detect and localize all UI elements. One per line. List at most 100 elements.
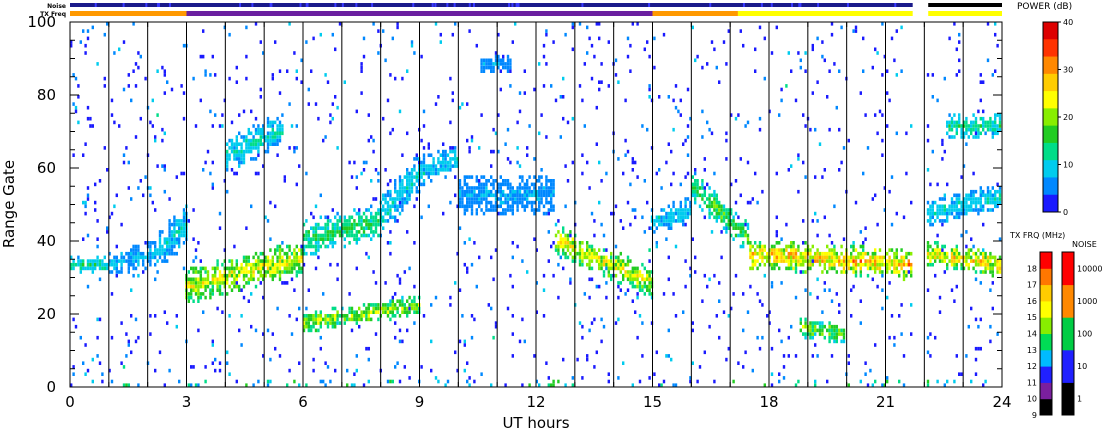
- echo-pixel: [101, 259, 104, 263]
- echo-pixel: [197, 241, 200, 245]
- echo-pixel: [902, 215, 906, 220]
- echo-pixel: [492, 186, 495, 190]
- echo-pixel: [979, 281, 982, 285]
- echo-pixel: [542, 189, 546, 194]
- echo-pixel: [883, 262, 886, 267]
- echo-pixel: [362, 303, 366, 307]
- echo-pixel: [564, 255, 567, 260]
- echo-pixel: [497, 204, 500, 209]
- echo-pixel: [929, 255, 932, 260]
- echo-pixel: [862, 255, 865, 260]
- echo-pixel: [792, 244, 795, 249]
- echo-pixel: [480, 186, 483, 190]
- echo-pixel: [511, 186, 514, 190]
- echo-pixel: [322, 237, 325, 241]
- echo-pixel: [458, 179, 462, 183]
- echo-pixel: [446, 160, 450, 165]
- echo-pixel: [192, 284, 195, 289]
- echo-pixel: [170, 251, 174, 256]
- echo-pixel: [168, 248, 171, 252]
- echo-pixel: [775, 259, 778, 263]
- x-tick-label: 18: [759, 393, 778, 411]
- y-tick-label: 40: [37, 232, 56, 250]
- echo-pixel: [115, 266, 118, 271]
- echo-pixel: [94, 200, 97, 205]
- echo-pixel: [660, 215, 663, 220]
- echo-pixel: [902, 259, 906, 263]
- echo-pixel: [482, 197, 486, 201]
- echo-pixel: [122, 160, 126, 165]
- echo-pixel: [823, 168, 826, 172]
- echo-pixel: [367, 306, 370, 311]
- echo-pixel: [446, 153, 450, 157]
- echo-pixel: [386, 204, 390, 209]
- echo-pixel: [218, 124, 222, 128]
- echo-pixel: [782, 248, 786, 252]
- echo-pixel: [953, 248, 956, 252]
- echo-pixel: [787, 255, 790, 260]
- echo-pixel: [439, 160, 442, 165]
- echo-pixel: [950, 255, 954, 260]
- power-colorbar-title: POWER (dB): [1017, 2, 1072, 12]
- echo-pixel: [398, 182, 402, 187]
- echo-pixel: [708, 193, 711, 198]
- echo-pixel: [562, 357, 565, 362]
- echo-pixel: [480, 175, 483, 179]
- echo-pixel: [466, 186, 469, 190]
- echo-pixel: [413, 321, 416, 325]
- noise-colorbar-swatch: [1062, 284, 1074, 318]
- echo-pixel: [955, 124, 958, 128]
- echo-pixel: [982, 251, 985, 256]
- echo-pixel: [463, 211, 466, 216]
- echo-pixel: [317, 237, 320, 241]
- echo-pixel: [305, 233, 308, 238]
- echo-pixel: [936, 248, 939, 252]
- echo-pixel: [154, 138, 157, 143]
- echo-pixel: [367, 255, 370, 260]
- echo-pixel: [768, 251, 771, 256]
- echo-pixel: [125, 383, 128, 387]
- echo-pixel: [977, 135, 980, 139]
- echo-pixel: [655, 244, 658, 249]
- echo-pixel: [689, 211, 692, 216]
- echo-pixel: [202, 168, 205, 172]
- echo-pixel: [588, 36, 591, 41]
- echo-pixel: [708, 204, 711, 209]
- echo-pixel: [190, 383, 193, 387]
- echo-pixel: [257, 131, 260, 136]
- echo-pixel: [218, 211, 222, 216]
- echo-pixel: [578, 262, 582, 267]
- echo-pixel: [821, 332, 824, 336]
- echo-pixel: [610, 266, 613, 271]
- echo-pixel: [158, 233, 162, 238]
- echo-pixel: [187, 277, 190, 282]
- echo-pixel: [398, 379, 402, 384]
- echo-pixel: [389, 317, 392, 322]
- echo-pixel: [242, 295, 246, 300]
- echo-pixel: [653, 230, 656, 234]
- echo-pixel: [530, 204, 534, 209]
- echo-pixel: [698, 365, 702, 369]
- echo-pixel: [526, 146, 529, 150]
- echo-pixel: [413, 310, 416, 314]
- echo-pixel: [319, 335, 322, 340]
- echo-pixel: [161, 259, 164, 263]
- echo-pixel: [629, 273, 632, 278]
- echo-pixel: [840, 251, 843, 256]
- echo-pixel: [593, 255, 596, 260]
- echo-pixel: [362, 314, 366, 318]
- echo-pixel: [262, 273, 265, 278]
- echo-pixel: [655, 226, 658, 230]
- echo-pixel: [413, 241, 416, 245]
- echo-pixel: [122, 153, 126, 157]
- echo-pixel: [581, 259, 584, 263]
- echo-pixel: [394, 200, 397, 205]
- echo-pixel: [439, 168, 442, 172]
- echo-pixel: [854, 248, 858, 252]
- echo-pixel: [744, 222, 747, 227]
- echo-pixel: [881, 288, 884, 292]
- power-colorbar-swatch: [1043, 91, 1058, 109]
- echo-pixel: [367, 314, 370, 318]
- echo-pixel: [365, 251, 368, 256]
- echo-pixel: [415, 306, 418, 311]
